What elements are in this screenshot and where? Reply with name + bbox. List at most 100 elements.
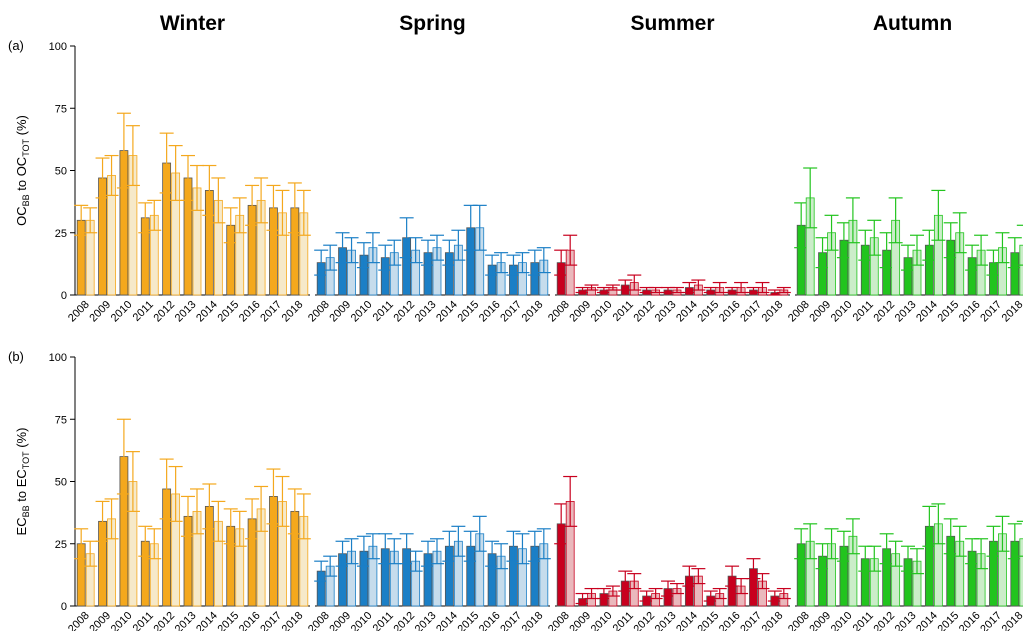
x-tick-label: 2017 — [738, 299, 764, 325]
y-tick-label: 25 — [55, 539, 67, 551]
x-tick-label: 2018 — [760, 610, 786, 631]
x-tick-label: 2013 — [173, 299, 199, 325]
bar — [1019, 244, 1023, 296]
x-tick-label: 2015 — [456, 299, 482, 325]
y-tick-label: 100 — [49, 41, 67, 53]
y-tick-label: 50 — [55, 477, 67, 489]
error-bar — [867, 545, 882, 572]
x-tick-label: 2008 — [786, 299, 812, 325]
x-tick-label: 2012 — [631, 299, 657, 325]
x-tick-label: 2013 — [413, 299, 439, 325]
x-tick-label: 2011 — [611, 299, 636, 324]
x-tick-label: 2017 — [258, 299, 284, 325]
error-bar — [888, 540, 903, 567]
error-bar — [712, 587, 727, 600]
x-tick-label: 2016 — [237, 299, 263, 325]
error-bar — [755, 281, 770, 294]
error-bar — [104, 154, 119, 196]
error-bar — [515, 252, 530, 274]
x-tick-label: 2016 — [717, 299, 743, 325]
error-bar — [190, 488, 204, 535]
error-bar — [451, 525, 466, 557]
x-tick-label: 2018 — [520, 610, 546, 631]
error-bar — [648, 286, 663, 294]
error-bar — [746, 558, 761, 580]
y-axis-label: ECBB to ECTOT (%) — [14, 428, 31, 536]
x-tick-label: 2010 — [589, 610, 615, 631]
error-bar — [83, 540, 98, 567]
error-bar — [803, 167, 818, 229]
x-tick-label: 2011 — [131, 299, 156, 324]
error-bar — [931, 503, 946, 545]
error-bar — [494, 252, 509, 274]
y-tick-label: 100 — [49, 352, 67, 364]
panel-title: Summer — [630, 12, 714, 35]
panel-title: Spring — [399, 12, 466, 35]
x-tick-label: 2014 — [674, 299, 700, 325]
x-tick-label: 2010 — [829, 299, 855, 325]
panel-label: (b) — [8, 349, 24, 364]
error-bar — [627, 573, 642, 590]
x-tick-label: 2008 — [306, 299, 332, 325]
y-tick-label: 75 — [55, 103, 67, 115]
error-bar — [867, 219, 882, 256]
error-bar — [712, 281, 727, 294]
error-bar — [254, 177, 269, 224]
error-bar — [1016, 520, 1023, 557]
error-bar — [275, 189, 290, 236]
y-axis-label: OCBB to OCTOT (%) — [14, 115, 31, 226]
x-tick-label: 2018 — [760, 299, 786, 325]
error-bar — [125, 125, 140, 187]
error-bar — [584, 284, 599, 291]
error-bar — [952, 525, 967, 557]
x-tick-label: 2012 — [391, 299, 417, 325]
error-bar — [931, 189, 946, 241]
error-bar — [755, 573, 770, 590]
x-tick-label: 2010 — [349, 299, 375, 325]
y-axis-label-part: to EC — [14, 469, 29, 505]
error-bar — [408, 550, 423, 572]
x-tick-label: 2017 — [978, 299, 1004, 325]
bar — [1019, 538, 1023, 607]
x-tick-label: 2011 — [851, 299, 876, 324]
x-tick-label: 2014 — [434, 299, 460, 325]
x-tick-label: 2015 — [216, 299, 242, 325]
error-bar — [584, 587, 599, 600]
error-bar — [888, 197, 903, 244]
panel-title: Autumn — [873, 12, 952, 35]
x-tick-label: 2018 — [1000, 299, 1023, 325]
error-bar — [974, 234, 989, 266]
error-bar — [211, 500, 226, 542]
x-tick-label: 2014 — [194, 299, 220, 325]
error-bar — [147, 528, 162, 560]
error-bar — [910, 548, 924, 575]
error-bar — [995, 515, 1010, 552]
y-axis-label-part: BB — [21, 505, 31, 517]
error-bar — [563, 475, 578, 527]
x-tick-label: 2012 — [871, 299, 897, 325]
x-tick-label: 2018 — [1000, 610, 1023, 631]
error-bar — [104, 498, 119, 540]
error-bar — [725, 565, 740, 587]
error-bar — [323, 555, 338, 577]
error-bar — [254, 485, 269, 532]
x-tick-label: 2013 — [893, 299, 919, 325]
x-tick-label: 2008 — [546, 299, 572, 325]
error-bar — [365, 533, 380, 560]
y-tick-label: 25 — [55, 228, 67, 240]
error-bar — [691, 568, 706, 585]
error-bar — [387, 239, 402, 266]
error-bar — [605, 284, 620, 291]
error-bar — [232, 510, 247, 547]
y-tick-label: 75 — [55, 414, 67, 426]
y-tick-label: 0 — [61, 290, 67, 302]
x-tick-label: 2014 — [914, 299, 940, 325]
error-bar — [494, 543, 509, 570]
error-bar — [275, 475, 290, 527]
error-bar — [472, 515, 487, 552]
error-bar — [536, 528, 551, 560]
error-bar — [83, 207, 98, 234]
error-bar — [168, 465, 183, 522]
x-tick-label: 2017 — [498, 299, 524, 325]
x-tick-label: 2008 — [66, 299, 92, 325]
